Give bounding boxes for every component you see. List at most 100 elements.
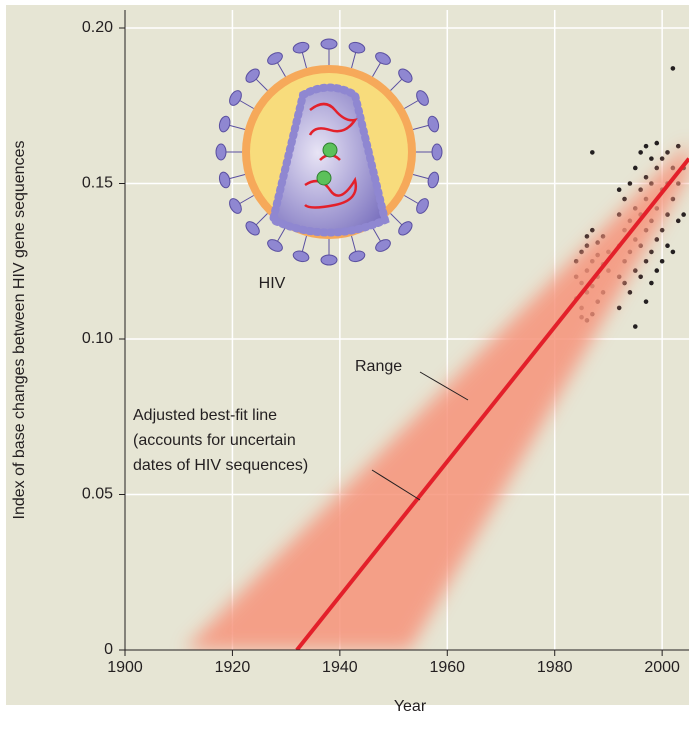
knob — [267, 239, 283, 252]
knob — [348, 41, 366, 54]
spike — [277, 62, 286, 77]
data-point — [590, 150, 595, 155]
knob — [398, 68, 413, 83]
best-fit-line — [295, 157, 689, 650]
data-point — [643, 299, 649, 304]
knob — [375, 52, 391, 65]
y-tick-label: 0.15 — [82, 175, 113, 192]
data-point — [643, 174, 649, 180]
knob — [218, 115, 231, 133]
spike — [277, 227, 286, 242]
x-tick-label: 1900 — [107, 659, 143, 676]
spike — [255, 213, 268, 226]
data-point — [670, 249, 676, 255]
data-point — [649, 156, 654, 161]
data-point — [654, 237, 660, 242]
knob — [215, 143, 227, 161]
knob — [416, 198, 429, 214]
knob — [416, 90, 429, 106]
hiv-illustration: HIV — [215, 38, 443, 292]
spike — [372, 227, 381, 242]
data-point — [649, 280, 654, 286]
data-point — [627, 290, 633, 295]
knob — [427, 171, 440, 189]
data-point — [675, 218, 681, 224]
knob — [320, 254, 338, 266]
y-tick-label: 0.05 — [82, 486, 113, 503]
spike — [351, 52, 357, 69]
data-point — [670, 66, 676, 71]
knob — [218, 171, 231, 189]
knob — [320, 38, 338, 50]
spike — [229, 124, 246, 130]
spike — [301, 52, 307, 69]
y-axis-title: Index of base changes between HIV gene s… — [11, 141, 28, 520]
data-point — [654, 140, 660, 146]
plot-area — [184, 66, 689, 650]
spike — [239, 100, 254, 109]
knob — [375, 239, 391, 252]
knob — [229, 198, 242, 214]
knob — [398, 221, 413, 236]
data-point — [638, 274, 643, 280]
data-point — [632, 268, 638, 273]
range-band — [184, 143, 689, 650]
enzyme — [322, 142, 338, 158]
data-point — [675, 143, 681, 149]
knob — [229, 90, 242, 106]
enzyme — [316, 170, 332, 186]
range-label: Range — [355, 358, 402, 375]
knob — [348, 250, 366, 263]
knob — [245, 221, 260, 236]
spike — [412, 124, 429, 130]
data-point — [622, 196, 627, 202]
knob — [292, 41, 310, 54]
spike — [390, 78, 403, 91]
axes: 0 0.05 0.10 0.15 0.20 1900 1920 1940 1960 1980 200… — [82, 10, 689, 676]
spike — [404, 100, 419, 109]
spike — [229, 174, 246, 180]
data-point — [665, 212, 670, 217]
fit-label: Adjusted best-fit line — [133, 407, 277, 424]
x-tick-label: 1960 — [429, 659, 465, 676]
spike — [255, 78, 268, 91]
data-point — [632, 324, 638, 329]
x-axis-title: Year — [394, 698, 427, 715]
data-point — [659, 156, 665, 161]
x-tick-label: 1980 — [537, 659, 573, 676]
data-point — [681, 212, 686, 217]
spike — [351, 235, 357, 252]
data-point — [627, 181, 633, 186]
data-point — [616, 305, 622, 311]
leader-line — [371, 469, 421, 501]
knob — [292, 250, 310, 263]
data-point — [665, 150, 670, 155]
y-tick-label: 0.10 — [82, 330, 113, 347]
x-tick-label: 1920 — [215, 659, 251, 676]
spike — [372, 62, 381, 77]
data-point — [649, 249, 654, 255]
spike — [239, 195, 254, 204]
data-point — [638, 150, 643, 155]
knob — [427, 115, 440, 133]
knob — [431, 143, 443, 161]
data-point — [643, 143, 649, 149]
y-tick-label: 0 — [104, 641, 113, 658]
spike — [301, 235, 307, 252]
data-point — [643, 258, 649, 264]
spike — [412, 174, 429, 180]
leader-line — [419, 371, 469, 401]
capsid — [268, 83, 390, 237]
y-tick-label: 0.20 — [82, 19, 113, 36]
x-tick-label: 1940 — [322, 659, 358, 676]
fit-note: dates of HIV sequences) — [133, 457, 308, 474]
illustration-label: HIV — [259, 275, 286, 292]
knob — [267, 52, 283, 65]
data-point — [659, 258, 665, 264]
spike — [390, 213, 403, 226]
spike — [404, 195, 419, 204]
data-point — [654, 165, 660, 171]
data-point — [632, 165, 638, 171]
knob — [245, 68, 260, 83]
